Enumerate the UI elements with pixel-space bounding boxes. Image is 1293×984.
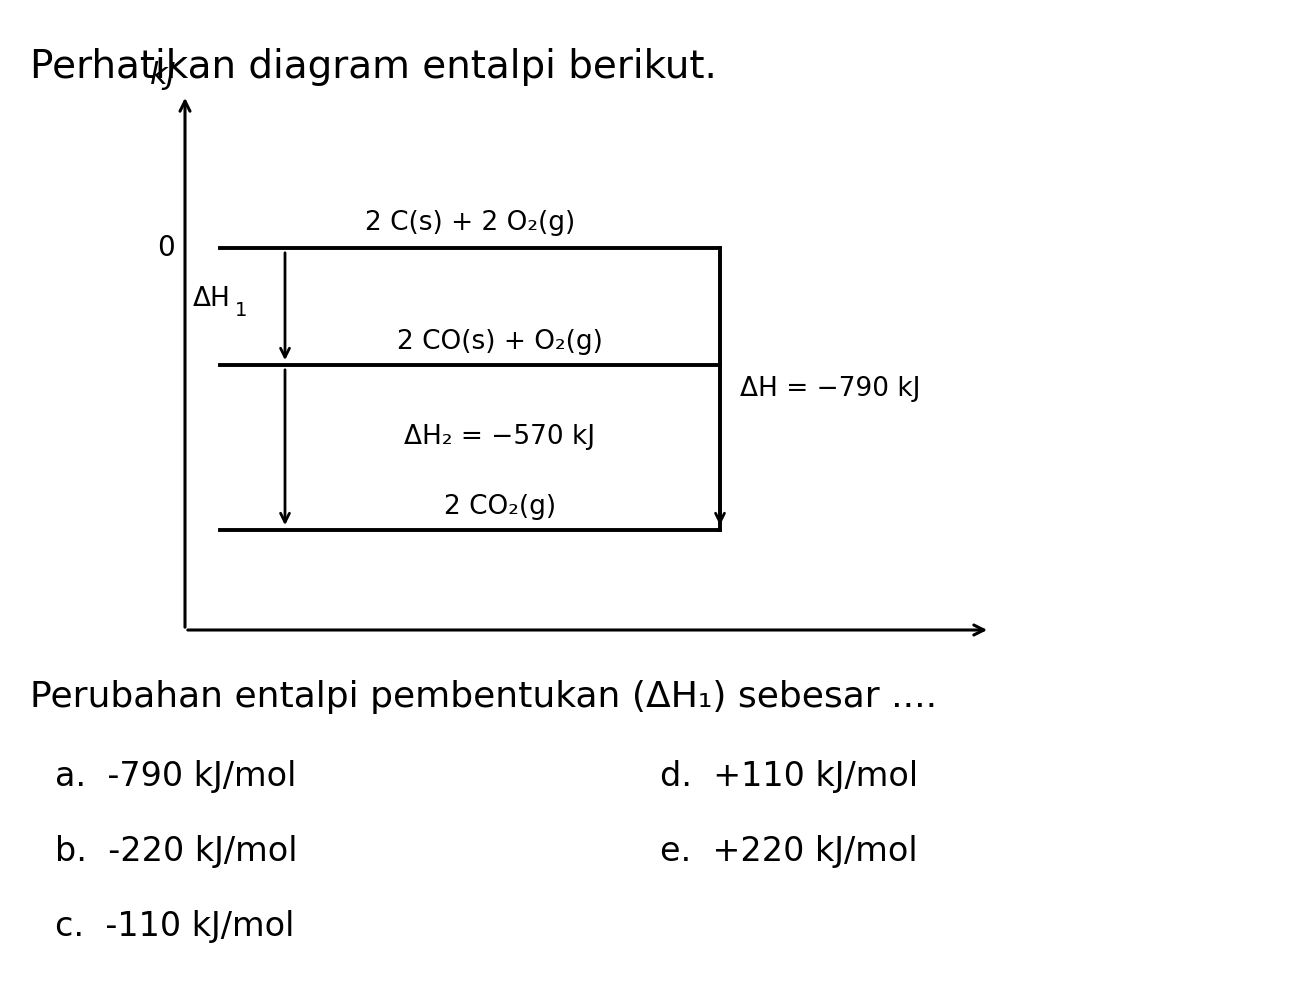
Text: b.  -220 kJ/mol: b. -220 kJ/mol xyxy=(56,835,297,868)
Text: ΔH = −790 kJ: ΔH = −790 kJ xyxy=(740,376,921,402)
Text: 2 C(s) + 2 O₂(g): 2 C(s) + 2 O₂(g) xyxy=(365,210,575,236)
Text: Perhatikan diagram entalpi berikut.: Perhatikan diagram entalpi berikut. xyxy=(30,48,716,86)
Text: 2 CO₂(g): 2 CO₂(g) xyxy=(443,494,556,520)
Text: ΔH: ΔH xyxy=(193,285,231,312)
Text: 0: 0 xyxy=(158,234,175,262)
Text: 1: 1 xyxy=(235,301,247,320)
Text: ΔH₂ = −570 kJ: ΔH₂ = −570 kJ xyxy=(405,424,596,451)
Text: e.  +220 kJ/mol: e. +220 kJ/mol xyxy=(659,835,918,868)
Text: c.  -110 kJ/mol: c. -110 kJ/mol xyxy=(56,910,295,943)
Text: 2 CO(s) + O₂(g): 2 CO(s) + O₂(g) xyxy=(397,329,603,355)
Text: kJ: kJ xyxy=(150,61,177,90)
Text: d.  +110 kJ/mol: d. +110 kJ/mol xyxy=(659,760,918,793)
Text: a.  -790 kJ/mol: a. -790 kJ/mol xyxy=(56,760,296,793)
Text: Perubahan entalpi pembentukan (ΔH₁) sebesar ....: Perubahan entalpi pembentukan (ΔH₁) sebe… xyxy=(30,680,937,714)
